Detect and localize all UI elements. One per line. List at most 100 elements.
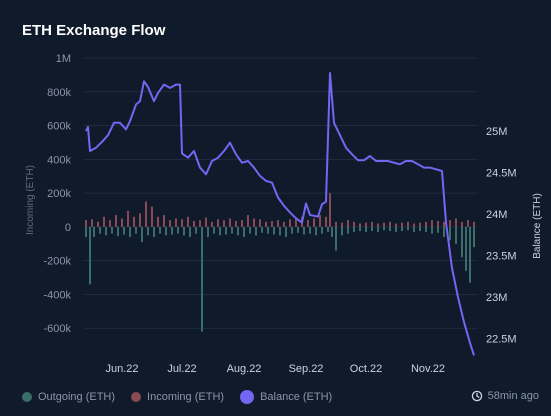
incoming-bar-45 xyxy=(353,221,355,227)
incoming-bar-23 xyxy=(223,220,225,227)
balance-series-line xyxy=(85,72,475,356)
outgoing-bar-37 xyxy=(303,226,305,235)
incoming-bar-62 xyxy=(455,218,457,227)
outgoing-bar-26 xyxy=(237,226,239,236)
chart-title: ETH Exchange Flow xyxy=(22,22,166,39)
right-tick-label-3: 23.5M xyxy=(486,251,517,263)
outgoing-bar-3 xyxy=(99,226,101,234)
incoming-bar-14 xyxy=(169,220,171,227)
outgoing-bar-5 xyxy=(111,226,113,234)
outgoing-bar-0 xyxy=(85,226,87,238)
grid-lines xyxy=(84,57,478,329)
left-tick-label-7: -400k xyxy=(43,289,71,301)
balance-swatch-icon xyxy=(240,390,255,404)
outgoing-bar-63 xyxy=(455,226,457,244)
outgoing-bar-49 xyxy=(371,226,373,232)
outgoing-bar-66 xyxy=(469,226,471,283)
left-tick-label-0: 1M xyxy=(56,53,71,65)
left-axis-label: Incoming (ETH) xyxy=(25,165,36,235)
incoming-bar-31 xyxy=(271,220,273,227)
incoming-bar-43 xyxy=(341,222,343,227)
incoming-bar-15 xyxy=(175,218,177,227)
x-tick-label-5: Nov.22 xyxy=(411,363,445,375)
outgoing-bar-20 xyxy=(201,226,203,332)
outgoing-bar-58 xyxy=(425,226,427,232)
outgoing-bar-4 xyxy=(105,226,107,236)
incoming-bar-28 xyxy=(253,218,255,227)
outgoing-bar-24 xyxy=(225,226,227,235)
outgoing-bar-11 xyxy=(147,226,149,236)
outgoing-bar-67 xyxy=(473,226,475,248)
outgoing-bar-9 xyxy=(135,226,137,234)
outgoing-bar-7 xyxy=(123,226,125,235)
left-tick-label-2: 600k xyxy=(47,121,71,133)
incoming-bar-60 xyxy=(443,221,445,227)
left-axis-ticks: 1M 800k 600k 400k 200k 0 -200k -400k -600k xyxy=(43,53,71,335)
incoming-bar-24 xyxy=(229,218,231,227)
incoming-bar-50 xyxy=(383,222,385,227)
incoming-bar-9 xyxy=(139,213,141,227)
outgoing-bar-1 xyxy=(89,226,91,285)
right-tick-label-5: 22.5M xyxy=(486,334,517,346)
outgoing-bar-21 xyxy=(207,226,209,238)
incoming-bar-52 xyxy=(395,223,397,227)
outgoing-bar-29 xyxy=(255,226,257,236)
incoming-bar-40 xyxy=(325,216,327,227)
right-tick-label-0: 25M xyxy=(486,126,507,138)
x-tick-label-0: Jun.22 xyxy=(105,363,138,375)
outgoing-bar-33 xyxy=(279,226,281,236)
outgoing-bar-25 xyxy=(231,226,233,234)
incoming-bar-16 xyxy=(181,219,183,227)
incoming-bar-64 xyxy=(467,220,469,227)
incoming-bar-57 xyxy=(425,221,427,227)
outgoing-bar-18 xyxy=(189,226,191,238)
outgoing-bar-47 xyxy=(359,226,361,232)
incoming-bar-3 xyxy=(103,216,105,227)
outgoing-bar-27 xyxy=(243,226,245,238)
outgoing-bar-57 xyxy=(419,226,421,232)
balance-line-layer xyxy=(85,72,475,356)
incoming-bar-53 xyxy=(401,222,403,227)
incoming-bar-13 xyxy=(163,215,165,227)
left-tick-label-6: -200k xyxy=(43,256,71,268)
incoming-bar-61 xyxy=(449,220,451,227)
right-tick-label-4: 23M xyxy=(486,292,507,304)
incoming-bar-8 xyxy=(133,216,135,227)
outgoing-bar-32 xyxy=(273,226,275,235)
right-axis-ticks: 25M 24.5M 24M 23.5M 23M 22.5M xyxy=(486,126,517,346)
incoming-bar-26 xyxy=(241,220,243,227)
right-axis-label: Balance (ETH) xyxy=(532,193,543,259)
legend-item-incoming[interactable]: Incoming (ETH) xyxy=(131,391,224,403)
incoming-bar-56 xyxy=(419,222,421,227)
legend-item-outgoing[interactable]: Outgoing (ETH) xyxy=(22,391,115,403)
incoming-bar-34 xyxy=(289,219,291,227)
x-axis-ticks: Jun.22 Jul.22 Aug.22 Sep.22 Oct.22 Nov.22 xyxy=(105,363,445,375)
legend-item-balance[interactable]: Balance (ETH) xyxy=(240,390,332,404)
incoming-bar-6 xyxy=(121,218,123,227)
clock-refresh-icon xyxy=(471,390,482,402)
outgoing-bar-38 xyxy=(309,226,311,234)
left-tick-label-8: -600k xyxy=(43,323,71,335)
outgoing-swatch-icon xyxy=(22,392,32,402)
incoming-bar-10 xyxy=(145,201,147,227)
outgoing-bar-59 xyxy=(431,226,433,234)
incoming-bar-35 xyxy=(295,217,297,227)
incoming-bar-44 xyxy=(347,220,349,227)
incoming-bar-4 xyxy=(109,220,111,227)
left-tick-label-5: 0 xyxy=(65,222,71,234)
left-tick-label-1: 800k xyxy=(47,87,71,99)
incoming-bar-27 xyxy=(247,215,249,227)
x-tick-label-4: Oct.22 xyxy=(350,363,382,375)
outgoing-bar-62 xyxy=(449,226,451,241)
outgoing-bar-31 xyxy=(267,226,269,234)
incoming-bar-38 xyxy=(313,218,315,227)
outgoing-bar-16 xyxy=(177,226,179,234)
outgoing-bar-55 xyxy=(407,226,409,231)
incoming-bar-32 xyxy=(277,220,279,227)
incoming-bar-55 xyxy=(413,223,415,227)
incoming-bar-63 xyxy=(461,221,463,227)
right-tick-label-2: 24M xyxy=(486,209,507,221)
outgoing-bar-15 xyxy=(171,226,173,235)
legend-label-incoming: Incoming (ETH) xyxy=(147,391,225,403)
incoming-bar-19 xyxy=(199,220,201,227)
